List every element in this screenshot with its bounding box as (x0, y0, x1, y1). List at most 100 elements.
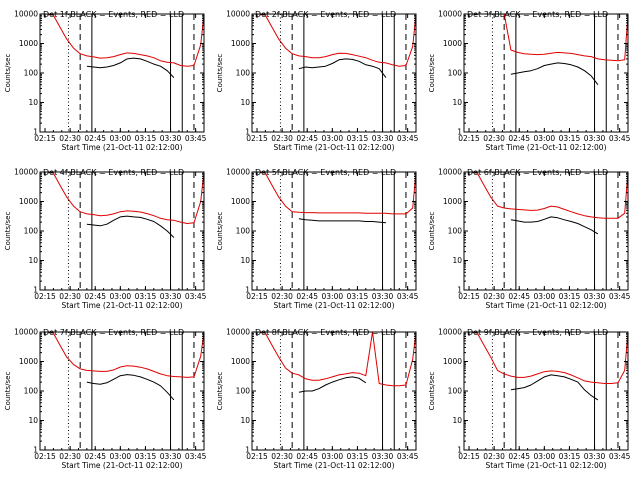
y-tick-label: 10000 (438, 10, 462, 19)
events-series-line (86, 374, 175, 401)
x-tick-label: 02:15 (246, 452, 268, 461)
panel-title: Det 6f BLACK = Events, RED = LLD (467, 168, 608, 177)
x-tick-label: 03:15 (135, 292, 157, 301)
y-tick-label: 1000 (231, 197, 250, 206)
x-tick-label: 03:00 (110, 134, 132, 143)
axes-frame (251, 331, 417, 451)
axes-frame (463, 331, 629, 451)
y-tick-label: 1 (33, 128, 38, 137)
lld-series-line (40, 331, 205, 378)
x-tick-label: 03:30 (160, 452, 182, 461)
y-tick-label: 1000 (231, 39, 250, 48)
x-tick-label: 02:30 (271, 292, 293, 301)
x-axis-label: Start Time (21-Oct-11 02:12:00) (61, 143, 182, 152)
y-axis-label: Counts/sec (428, 54, 436, 93)
y-tick-label: 1 (245, 286, 250, 295)
panel-title: Det 2f BLACK = Events, RED = LLD (255, 10, 396, 19)
x-tick-label: 03:00 (534, 292, 556, 301)
panel-title: Det 8f BLACK = Events, RED = LLD (255, 328, 396, 337)
y-tick-label: 100 (24, 227, 39, 236)
x-axis-label: Start Time (21-Oct-11 02:12:00) (61, 301, 182, 310)
y-tick-label: 1000 (19, 39, 38, 48)
y-tick-label: 10000 (14, 328, 38, 337)
y-axis-label: Counts/sec (4, 212, 12, 251)
detector-panel: 1 10 100 1000 10000 02:15 02:30 02:45 03:00 03:15… (428, 168, 631, 311)
y-tick-label: 100 (24, 387, 39, 396)
x-tick-label: 03:45 (397, 452, 419, 461)
y-tick-label: 1 (245, 128, 250, 137)
y-axis-label: Counts/sec (428, 212, 436, 251)
panel-title: Det 3f BLACK = Events, RED = LLD (467, 10, 608, 19)
y-axis-label: Counts/sec (216, 372, 224, 411)
panel-title: Det 5f BLACK = Events, RED = LLD (255, 168, 396, 177)
x-tick-label: 03:45 (397, 292, 419, 301)
detector-panel: 1 10 100 1000 10000 02:15 02:30 02:45 03:00 03:15… (428, 328, 631, 471)
x-tick-label: 02:15 (246, 292, 268, 301)
y-tick-label: 10000 (226, 10, 250, 19)
x-tick-label: 02:45 (296, 134, 318, 143)
x-tick-label: 03:45 (185, 452, 207, 461)
axes-frame (251, 171, 417, 291)
detector-panel: 1 10 100 1000 10000 02:15 02:30 02:45 03:00 03:15… (216, 168, 419, 311)
x-tick-label: 03:00 (110, 452, 132, 461)
events-series-line (510, 374, 599, 401)
y-axis-label: Counts/sec (216, 54, 224, 93)
x-tick-label: 03:30 (160, 134, 182, 143)
lld-series-line (252, 331, 417, 387)
events-series-line (298, 58, 387, 78)
events-series-line (86, 215, 175, 238)
y-tick-label: 10 (452, 98, 462, 107)
x-tick-label: 03:30 (372, 452, 394, 461)
lld-series-line (40, 13, 205, 67)
y-tick-label: 100 (24, 69, 39, 78)
panel-title: Det 7f BLACK = Events, RED = LLD (43, 328, 184, 337)
panel-title: Det 4f BLACK = Events, RED = LLD (43, 168, 184, 177)
y-tick-label: 1 (457, 128, 462, 137)
x-tick-label: 02:45 (296, 292, 318, 301)
y-tick-label: 10 (28, 256, 38, 265)
x-tick-label: 03:00 (322, 134, 344, 143)
axes-frame (39, 331, 205, 451)
y-tick-label: 10 (240, 416, 250, 425)
x-tick-label: 02:15 (458, 452, 480, 461)
x-tick-label: 03:15 (135, 134, 157, 143)
y-tick-label: 10 (452, 256, 462, 265)
y-tick-label: 10 (240, 256, 250, 265)
x-tick-label: 03:15 (135, 452, 157, 461)
x-axis-label: Start Time (21-Oct-11 02:12:00) (61, 461, 182, 470)
x-tick-label: 02:45 (296, 452, 318, 461)
events-series-line (298, 218, 386, 224)
events-series-line (510, 62, 599, 86)
x-tick-label: 02:30 (271, 452, 293, 461)
x-tick-label: 03:15 (347, 452, 369, 461)
x-tick-label: 03:15 (347, 134, 369, 143)
detector-panel: 1 10 100 1000 10000 02:15 02:30 02:45 03:00 03:15… (4, 328, 207, 471)
x-tick-label: 03:45 (185, 134, 207, 143)
y-tick-label: 10 (28, 416, 38, 425)
x-tick-label: 03:45 (185, 292, 207, 301)
x-tick-label: 03:30 (584, 452, 606, 461)
axes-frame (251, 13, 417, 133)
axes-frame (39, 171, 205, 291)
x-axis-label: Start Time (21-Oct-11 02:12:00) (485, 461, 606, 470)
x-tick-label: 03:30 (584, 292, 606, 301)
y-tick-label: 1 (457, 446, 462, 455)
panel-title: Det 9f BLACK = Events, RED = LLD (467, 328, 608, 337)
detector-panel: 1 10 100 1000 10000 02:15 02:30 02:45 03:00 03:15… (4, 168, 207, 311)
detector-panel: 1 10 100 1000 10000 02:15 02:30 02:45 03:00 03:15… (428, 10, 631, 153)
events-series-line (86, 57, 175, 78)
detector-panel: 1 10 100 1000 10000 02:15 02:30 02:45 03:00 03:15… (216, 10, 419, 153)
y-tick-label: 10 (28, 98, 38, 107)
lld-series-line (252, 171, 417, 215)
lld-series-line (464, 331, 629, 384)
x-tick-label: 02:30 (483, 292, 505, 301)
x-tick-label: 02:15 (34, 134, 56, 143)
events-series-line (510, 216, 599, 235)
x-tick-label: 03:45 (609, 292, 631, 301)
x-tick-label: 02:45 (84, 134, 106, 143)
y-tick-label: 1000 (443, 197, 462, 206)
y-tick-label: 1000 (231, 357, 250, 366)
lld-series-line (252, 13, 417, 67)
lld-series-line (40, 171, 205, 224)
x-tick-label: 03:00 (110, 292, 132, 301)
